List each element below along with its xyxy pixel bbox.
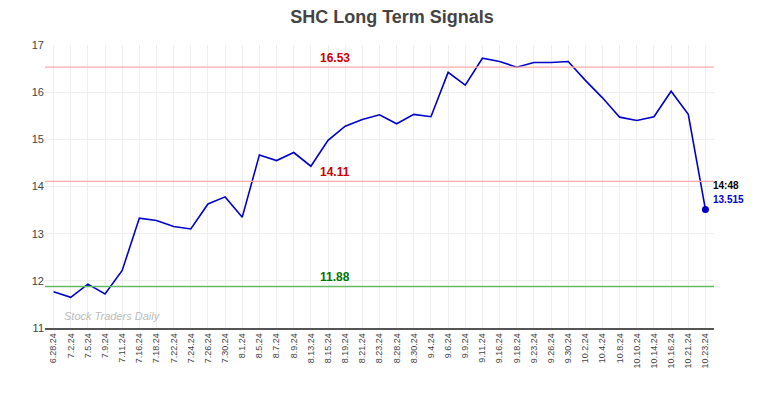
svg-text:16.53: 16.53 [320,51,350,65]
svg-text:8.28.24: 8.28.24 [392,333,402,363]
svg-text:7.2.24: 7.2.24 [66,333,76,358]
svg-text:10.16.24: 10.16.24 [666,333,676,368]
svg-text:16: 16 [32,86,44,98]
svg-text:9.11.24: 9.11.24 [477,333,487,362]
svg-text:10.10.24: 10.10.24 [632,333,642,368]
svg-text:10.23.24: 10.23.24 [700,333,710,368]
svg-text:7.16.24: 7.16.24 [134,333,144,363]
svg-text:8.19.24: 8.19.24 [340,333,350,363]
svg-text:10.21.24: 10.21.24 [683,333,693,368]
svg-text:14.11: 14.11 [320,165,350,179]
svg-text:8.15.24: 8.15.24 [323,333,333,363]
svg-text:9.9.24: 9.9.24 [460,333,470,358]
svg-text:8.21.24: 8.21.24 [357,333,367,363]
svg-text:7.9.24: 7.9.24 [100,333,110,358]
svg-text:14: 14 [32,180,44,192]
svg-text:9.26.24: 9.26.24 [546,333,556,363]
svg-text:10.4.24: 10.4.24 [597,333,607,363]
svg-text:9.18.24: 9.18.24 [512,333,522,363]
svg-text:6.28.24: 6.28.24 [49,333,59,363]
svg-text:9.23.24: 9.23.24 [529,333,539,363]
svg-text:Stock Traders Daily: Stock Traders Daily [64,310,161,322]
svg-text:9.30.24: 9.30.24 [563,333,573,363]
svg-text:SHC Long Term Signals: SHC Long Term Signals [290,7,494,27]
svg-text:10.2.24: 10.2.24 [580,333,590,363]
svg-text:7.30.24: 7.30.24 [220,333,230,363]
svg-text:8.9.24: 8.9.24 [289,333,299,358]
svg-text:10.8.24: 10.8.24 [615,333,625,363]
svg-text:8.23.24: 8.23.24 [374,333,384,363]
svg-text:9.4.24: 9.4.24 [426,333,436,358]
svg-text:8.7.24: 8.7.24 [272,333,282,358]
svg-text:13: 13 [32,228,44,240]
svg-text:7.11.24: 7.11.24 [117,333,127,362]
svg-text:12: 12 [32,275,44,287]
svg-text:7.26.24: 7.26.24 [203,333,213,363]
svg-text:14:48: 14:48 [713,180,739,191]
svg-text:9.6.24: 9.6.24 [443,333,453,358]
svg-text:13.515: 13.515 [713,194,744,205]
svg-text:7.24.24: 7.24.24 [186,333,196,363]
svg-text:8.30.24: 8.30.24 [409,333,419,363]
svg-text:11: 11 [33,322,44,334]
svg-text:11.88: 11.88 [320,270,350,284]
svg-text:7.22.24: 7.22.24 [169,333,179,363]
svg-text:8.5.24: 8.5.24 [254,333,264,358]
svg-text:9.16.24: 9.16.24 [495,333,505,363]
svg-text:8.13.24: 8.13.24 [306,333,316,363]
svg-text:17: 17 [32,39,44,51]
svg-text:7.18.24: 7.18.24 [151,333,161,363]
svg-text:8.1.24: 8.1.24 [237,333,247,358]
svg-text:15: 15 [32,133,44,145]
svg-text:7.5.24: 7.5.24 [83,333,93,358]
svg-text:10.14.24: 10.14.24 [649,333,659,368]
